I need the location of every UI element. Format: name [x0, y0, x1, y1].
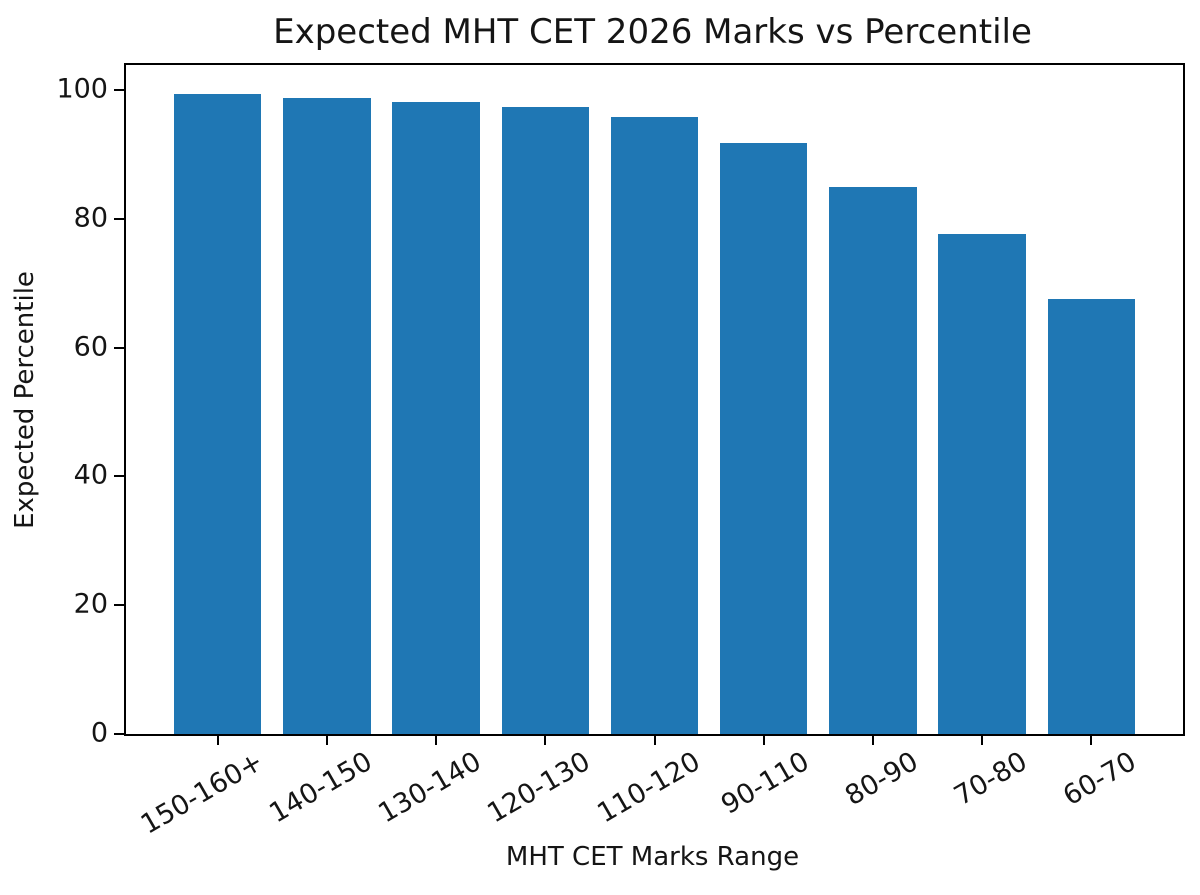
y-tick-label: 40 — [73, 459, 108, 491]
y-axis-label: Expected Percentile — [10, 271, 40, 529]
x-tick-mark — [653, 734, 656, 745]
bar-60-70 — [1047, 299, 1135, 734]
x-tick-mark — [871, 734, 874, 745]
x-tick-label: 140-150 — [264, 746, 378, 830]
bar-120-130 — [501, 106, 589, 734]
x-tick-label: 110-120 — [591, 746, 705, 830]
bar-140-150 — [283, 98, 371, 734]
plot-area: 150-160+ 140-150 130-140 120-130 110-120 90-1… — [56, 63, 1185, 841]
y-tick-label: 20 — [73, 588, 108, 620]
y-tick-label: 60 — [73, 330, 108, 362]
y-tick-label: 80 — [73, 202, 108, 234]
y-tick-mark — [114, 346, 126, 349]
x-tick-label: 150-160+ — [135, 746, 269, 841]
chart-title: Expected MHT CET 2026 Marks vs Percentil… — [273, 12, 1032, 52]
y-tick-mark — [114, 89, 126, 92]
bar-150-160+ — [174, 93, 262, 734]
bar-90-110 — [720, 142, 808, 734]
y-tick-mark — [114, 475, 126, 478]
x-tick-label: 130-140 — [373, 746, 487, 830]
x-tick-mark — [981, 734, 984, 745]
y-tick-mark — [114, 733, 126, 735]
y-tick-label: 100 — [56, 73, 108, 105]
x-tick-label: 80-90 — [839, 746, 924, 813]
bar-130-140 — [392, 102, 480, 734]
x-tick-label: 90-110 — [715, 746, 815, 821]
x-tick-mark — [1090, 734, 1093, 745]
x-tick-mark — [325, 734, 328, 745]
x-tick-mark — [216, 734, 219, 745]
bar-110-120 — [610, 116, 699, 734]
x-axis-label: MHT CET Marks Range — [505, 842, 800, 872]
x-tick-mark — [762, 734, 765, 745]
bar-70-80 — [938, 234, 1026, 734]
x-tick-label: 70-80 — [949, 746, 1033, 813]
x-tick-mark — [544, 734, 547, 745]
bar-80-90 — [829, 186, 917, 734]
y-tick-label: 0 — [90, 717, 108, 749]
y-tick-mark — [114, 217, 126, 220]
y-tick-mark — [114, 604, 126, 607]
x-tick-label: 60-70 — [1058, 746, 1142, 813]
x-tick-mark — [435, 734, 438, 745]
x-tick-label: 120-130 — [482, 746, 596, 830]
